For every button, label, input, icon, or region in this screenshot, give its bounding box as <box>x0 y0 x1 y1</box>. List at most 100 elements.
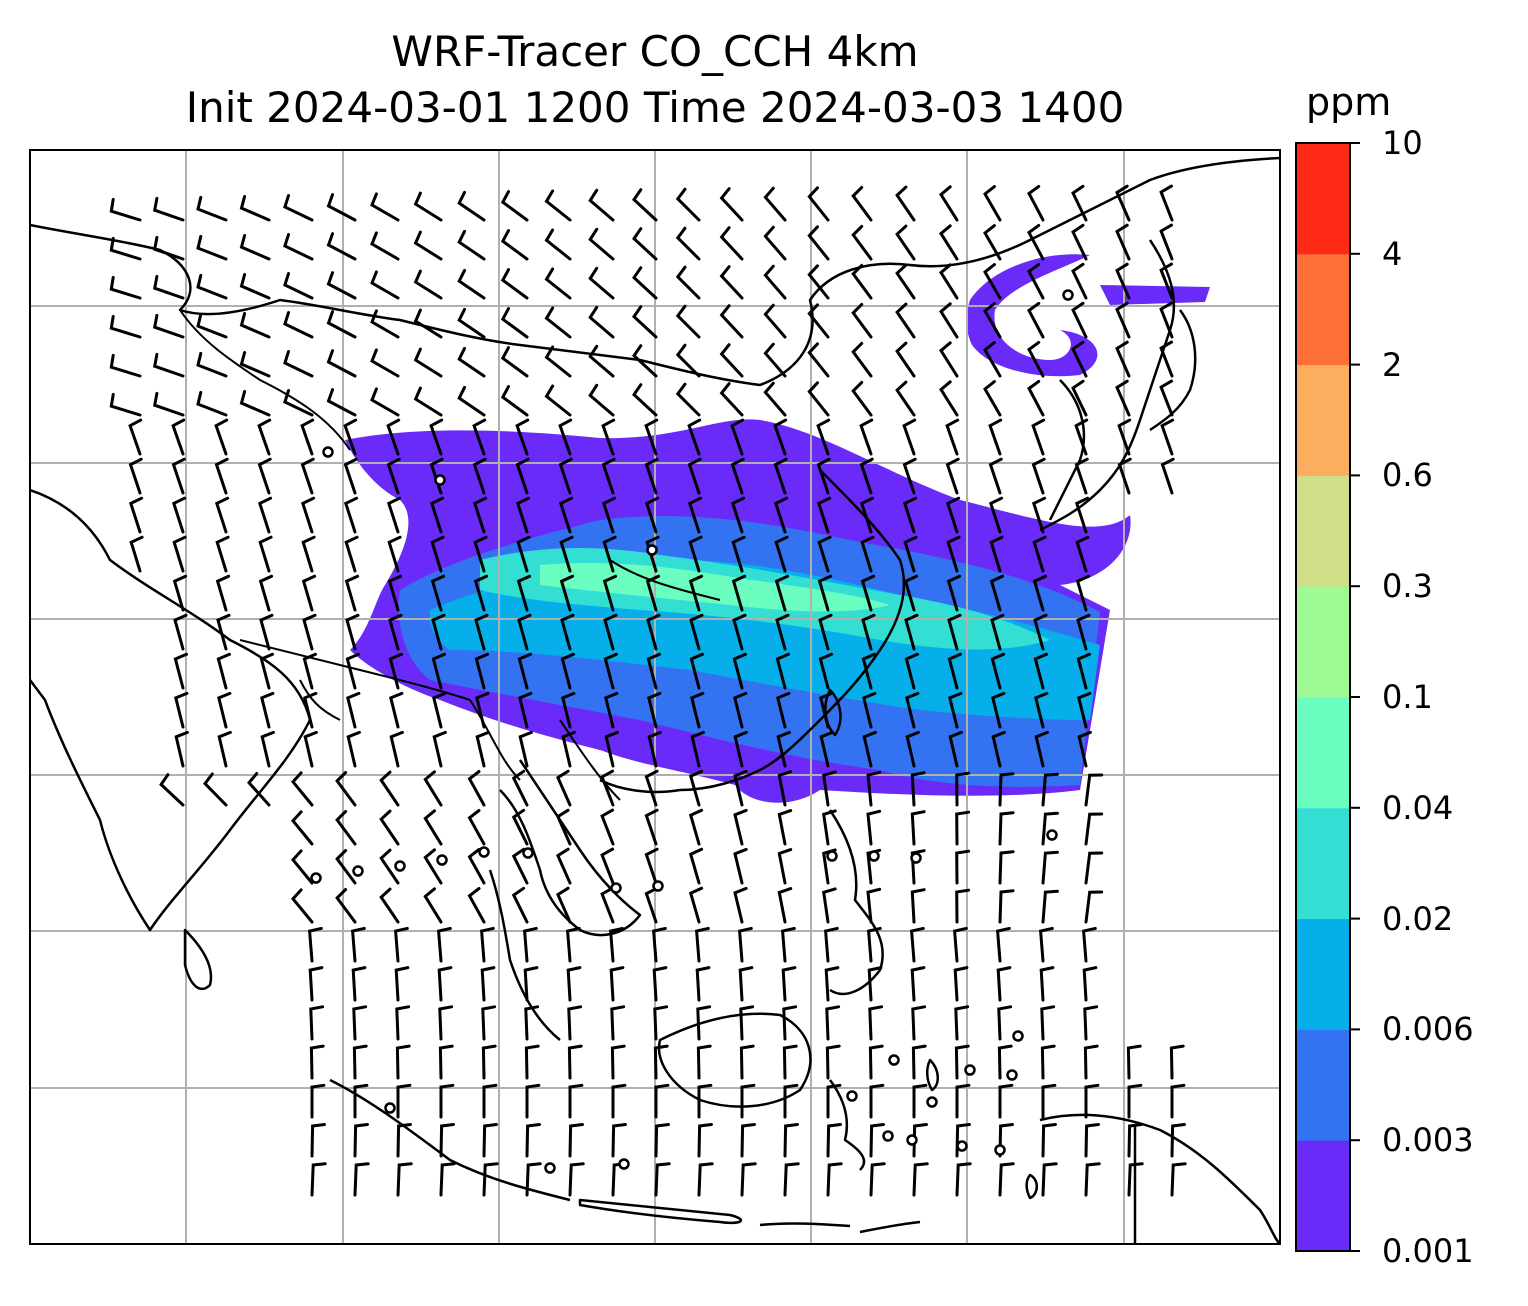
wind-barb <box>859 496 875 534</box>
wind-barb <box>824 966 840 1002</box>
wind-barb <box>818 652 833 690</box>
wind-barb <box>511 769 529 807</box>
colorbar-tick-label: 0.3 <box>1382 567 1433 606</box>
wind-barb <box>566 926 581 963</box>
wind-barb <box>303 691 318 729</box>
wind-barb <box>1071 379 1088 417</box>
wind-barb <box>413 347 443 378</box>
wind-barb <box>632 188 658 222</box>
wind-barb <box>109 236 142 261</box>
wind-barb <box>214 496 230 534</box>
calm-wind-circle <box>826 850 838 862</box>
wind-barb <box>697 1083 713 1119</box>
wind-barb <box>560 613 575 651</box>
wind-barb <box>309 1005 325 1041</box>
wind-barb <box>1034 730 1049 768</box>
wind-barb <box>291 849 314 885</box>
wind-barb <box>983 185 1002 222</box>
wind-barb <box>955 849 971 885</box>
colorbar-tick-label: 0.1 <box>1382 678 1433 716</box>
wind-barb <box>558 457 573 495</box>
wind-barb <box>423 770 443 807</box>
wind-barb <box>817 535 832 573</box>
wind-barb <box>688 574 704 612</box>
wind-barb <box>1084 1083 1100 1119</box>
wind-barb <box>326 271 357 300</box>
wind-barb <box>816 496 832 534</box>
wind-barb <box>817 574 833 612</box>
wind-barb <box>544 384 572 417</box>
wind-barb <box>905 730 920 768</box>
wind-barb <box>675 226 701 261</box>
wind-barb <box>955 1162 972 1197</box>
wind-barb <box>1075 535 1090 573</box>
wind-barb <box>353 1083 369 1119</box>
colorbar-tick-label: 0.04 <box>1382 788 1454 827</box>
wind-barb <box>353 1123 369 1158</box>
wind-barb <box>939 380 959 417</box>
wind-barb <box>782 1044 798 1080</box>
wind-barb <box>239 195 271 222</box>
wind-barb <box>1041 772 1059 807</box>
wind-barb <box>903 535 918 573</box>
wind-barb <box>396 1083 412 1119</box>
wind-barb <box>346 730 361 768</box>
wind-barb <box>1170 1083 1186 1119</box>
wind-barbs <box>109 184 1187 1197</box>
wind-barb <box>379 887 400 924</box>
wind-barb <box>869 1083 885 1119</box>
wind-barb <box>239 351 271 378</box>
wind-barb <box>688 847 704 885</box>
wind-barb <box>389 730 404 768</box>
wind-barb <box>947 652 962 690</box>
wind-barb <box>283 194 314 222</box>
wind-barb <box>291 888 314 924</box>
wind-barb <box>387 535 402 573</box>
wind-barb <box>257 418 272 456</box>
wind-barb <box>172 535 187 573</box>
wind-barb <box>291 810 314 846</box>
wind-barb <box>739 1005 755 1041</box>
wind-barb <box>654 1123 670 1158</box>
wind-barb <box>370 192 400 222</box>
colorbar-segment <box>1296 475 1350 587</box>
wind-barb <box>159 773 185 807</box>
wind-barb <box>500 229 529 261</box>
wind-barb <box>370 309 400 339</box>
wind-barb <box>646 613 661 651</box>
calm-wind-circle <box>352 865 364 877</box>
wind-barb <box>217 730 232 768</box>
wind-barb <box>431 613 446 651</box>
wind-barb <box>258 535 273 573</box>
wind-barb <box>983 224 1002 261</box>
wind-barb <box>719 304 744 339</box>
colorbar-segment <box>1296 1029 1350 1141</box>
wind-barb <box>196 273 228 300</box>
wind-barb <box>379 848 400 885</box>
wind-barb <box>675 265 701 300</box>
wind-barb <box>851 341 873 378</box>
wind-barb <box>260 691 275 729</box>
wind-barb <box>152 196 185 222</box>
wind-barb <box>259 613 274 651</box>
wind-barb <box>515 496 531 534</box>
wind-barb <box>730 496 746 534</box>
wind-barb <box>482 1083 498 1119</box>
wind-barb <box>997 1044 1013 1080</box>
wind-barb <box>283 389 314 417</box>
wind-barb <box>781 926 796 963</box>
wind-barb <box>511 886 529 924</box>
calm-wind-circle <box>926 1096 938 1108</box>
wind-barb <box>644 808 659 846</box>
wind-barb <box>1084 890 1104 924</box>
wind-barb <box>807 342 830 378</box>
wind-barb <box>602 574 618 612</box>
colorbar-tick-label: 0.003 <box>1382 1121 1474 1160</box>
wind-barb <box>482 1123 498 1158</box>
wind-barb <box>171 418 186 456</box>
wind-barb <box>1041 1123 1057 1158</box>
wind-barb <box>688 535 703 573</box>
wind-barb <box>303 730 318 768</box>
country-borders <box>179 309 721 801</box>
